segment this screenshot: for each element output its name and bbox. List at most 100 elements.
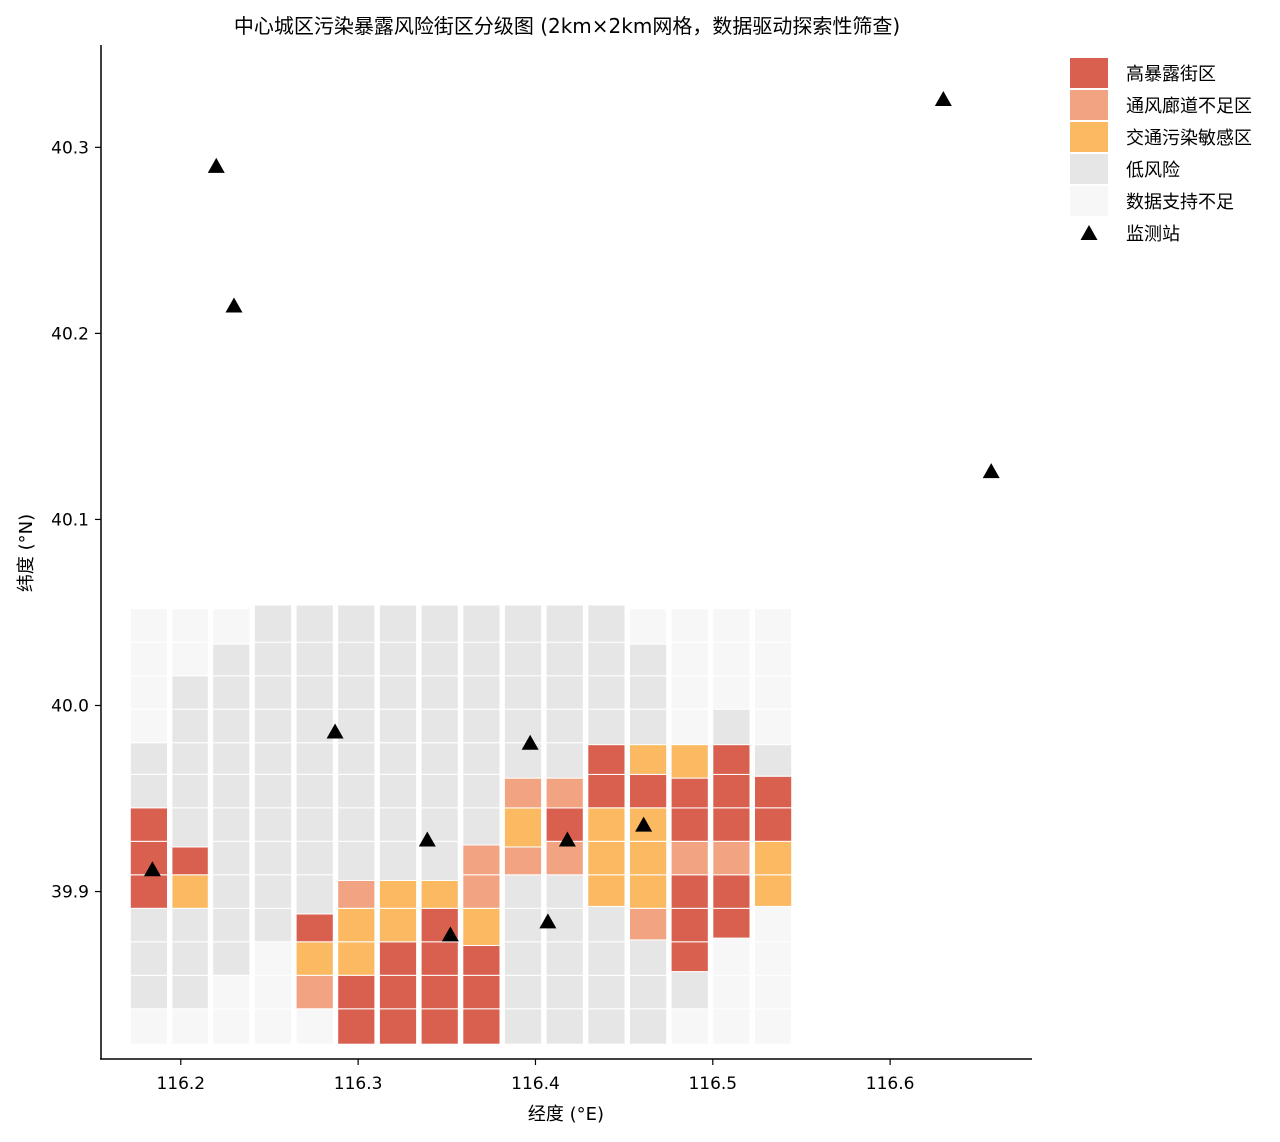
grid-cell — [670, 675, 709, 710]
grid-cell — [212, 742, 251, 775]
grid-cell — [587, 773, 626, 809]
grid-cell — [670, 708, 709, 746]
grid-cell — [129, 807, 169, 842]
grid-cell — [212, 675, 251, 710]
grid-cell — [171, 846, 209, 876]
grid-cell — [629, 874, 668, 909]
grid-cell — [629, 744, 668, 775]
grid-cell — [420, 773, 459, 809]
grid-cell — [545, 941, 584, 976]
grid-cell — [712, 744, 751, 775]
grid-cell — [295, 773, 334, 809]
grid-cell — [171, 941, 209, 976]
grid-cell — [545, 974, 584, 1010]
grid-cell — [295, 708, 334, 744]
grid-cell — [587, 641, 626, 677]
station-marker — [326, 723, 344, 739]
grid-cell — [462, 807, 501, 846]
legend-label: 低风险 — [1126, 160, 1180, 181]
y-tick-label: 40.2 — [51, 324, 89, 344]
grid-cell — [503, 846, 543, 876]
station-marker — [143, 861, 161, 877]
grid-cell — [129, 641, 169, 677]
grid-cell — [629, 643, 668, 677]
grid-cell — [670, 744, 709, 779]
grid-cell — [462, 974, 501, 1010]
grid-cell — [670, 874, 709, 909]
grid-cell — [545, 777, 584, 809]
x-axis-label: 经度 (°E) — [528, 1104, 604, 1125]
grid-cell — [712, 840, 751, 876]
grid-cell — [378, 708, 418, 744]
grid-cell — [378, 974, 418, 1010]
grid-cell — [295, 840, 334, 876]
grid-cell — [754, 775, 793, 809]
grid-cell — [337, 675, 376, 710]
grid-cell — [420, 879, 459, 909]
grid-cell — [670, 971, 709, 1010]
grid-cell — [420, 742, 459, 775]
grid-cell — [712, 974, 751, 1010]
grid-cell — [587, 840, 626, 876]
grid-cell — [754, 905, 793, 943]
grid-cell — [129, 742, 169, 775]
grid-cell — [629, 907, 668, 941]
grid-cell — [212, 608, 251, 645]
station-marker — [207, 157, 225, 173]
grid-cell — [670, 777, 709, 809]
grid-cell — [462, 874, 501, 909]
grid-cell — [129, 675, 169, 710]
grid-cell — [712, 874, 751, 909]
grid-cell — [253, 807, 293, 842]
grid-cell — [712, 907, 751, 939]
grid-cell — [337, 708, 376, 744]
grid-cell — [212, 708, 251, 744]
grid-cell — [712, 675, 751, 710]
grid-cell — [212, 773, 251, 809]
grid-cell — [253, 604, 293, 643]
grid-cell — [503, 941, 543, 976]
grid-cell — [420, 641, 459, 677]
station-marker — [982, 463, 1000, 479]
grid-cell — [378, 907, 418, 943]
legend-label: 通风廊道不足区 — [1126, 96, 1252, 117]
grid-cell — [754, 708, 793, 746]
grid-cell — [545, 708, 584, 744]
grid-cell — [503, 974, 543, 1010]
grid-cell — [171, 807, 209, 848]
grid-cell — [503, 675, 543, 710]
grid-cell — [212, 840, 251, 876]
grid-cell — [129, 907, 169, 943]
x-tick-label: 116.4 — [511, 1074, 560, 1094]
grid-cell — [253, 742, 293, 775]
grid-cell — [378, 840, 418, 881]
grid-cell — [253, 1008, 293, 1045]
y-tick-label: 40.0 — [51, 696, 89, 716]
grid-cell — [212, 1008, 251, 1045]
grid-cell — [503, 1008, 543, 1045]
legend-label: 数据支持不足 — [1126, 192, 1234, 213]
grid-cell — [629, 773, 668, 809]
grid-cell — [212, 643, 251, 677]
x-tick-label: 116.6 — [866, 1074, 915, 1094]
grid-cell — [754, 874, 793, 907]
grid-cell — [587, 604, 626, 643]
grid-cell — [171, 874, 209, 909]
grid-cell — [587, 744, 626, 775]
grid-cell — [712, 641, 751, 677]
grid-cell — [337, 742, 376, 775]
grid-cell — [462, 604, 501, 643]
grid-cell — [212, 907, 251, 943]
grid-cell — [378, 742, 418, 775]
station-marker — [521, 734, 539, 750]
grid-cell — [503, 807, 543, 848]
grid-cell — [587, 675, 626, 710]
grid-cell — [587, 708, 626, 746]
grid-cell — [670, 907, 709, 943]
grid-cell — [462, 945, 501, 976]
legend-swatch — [1070, 122, 1108, 152]
grid-cell — [670, 840, 709, 876]
grid-cell — [545, 840, 584, 876]
